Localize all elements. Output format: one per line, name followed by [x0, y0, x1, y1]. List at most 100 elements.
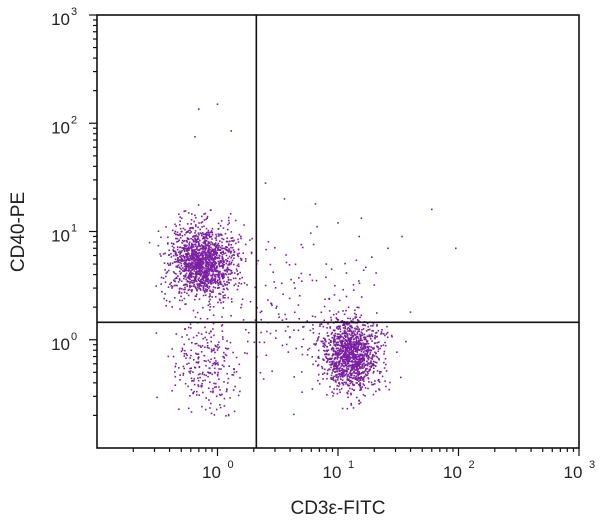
data-point-2787	[312, 327, 314, 330]
data-point-1370	[222, 276, 225, 279]
data-point-1574	[366, 367, 368, 370]
data-point-1870	[372, 364, 374, 367]
data-point-2292	[336, 333, 339, 335]
data-point-1482	[207, 268, 210, 270]
data-point-2666	[378, 358, 380, 361]
data-point-2194	[363, 336, 365, 339]
data-point-1556	[359, 386, 362, 389]
data-point-1327	[160, 255, 162, 257]
data-point-2215	[357, 343, 360, 345]
data-point-1350	[178, 251, 180, 254]
data-point-141	[203, 285, 205, 287]
data-point-326	[196, 240, 198, 243]
data-point-957	[204, 242, 206, 244]
data-point-1399	[185, 253, 188, 255]
data-point-628	[224, 284, 227, 286]
data-point-3005	[186, 334, 188, 336]
data-point-3220	[216, 103, 219, 105]
data-point-1995	[350, 392, 352, 395]
data-point-1030	[182, 275, 185, 277]
data-point-1617	[370, 346, 372, 348]
data-point-661	[222, 307, 225, 309]
data-point-3083	[345, 272, 348, 274]
data-point-2999	[207, 387, 210, 389]
data-point-1273	[184, 245, 187, 248]
data-point-1757	[360, 331, 363, 333]
data-point-2538	[358, 377, 361, 379]
data-point-1173	[222, 288, 225, 290]
data-point-2991	[196, 311, 199, 314]
data-point-2958	[215, 345, 217, 348]
data-point-3055	[197, 373, 200, 376]
data-point-1344	[206, 268, 209, 270]
data-point-2740	[317, 379, 319, 382]
data-point-937	[236, 273, 239, 276]
data-point-2418	[348, 337, 350, 340]
data-point-122	[201, 226, 203, 228]
data-point-977	[254, 286, 256, 289]
data-point-2502	[340, 373, 342, 376]
data-point-1125	[229, 213, 232, 215]
data-point-2328	[362, 394, 365, 396]
data-point-1483	[191, 251, 193, 254]
data-point-1485	[177, 234, 180, 236]
data-point-3044	[174, 365, 177, 368]
data-point-2241	[341, 379, 344, 381]
data-point-1921	[364, 368, 367, 370]
data-point-1373	[193, 249, 196, 252]
data-point-1713	[358, 380, 360, 382]
data-point-927	[208, 285, 211, 288]
data-point-2547	[332, 347, 334, 350]
data-point-2053	[337, 356, 339, 359]
data-point-2138	[355, 338, 358, 340]
data-point-2656	[343, 359, 346, 361]
data-point-2310	[342, 364, 344, 367]
data-point-1063	[199, 253, 202, 255]
data-point-2915	[180, 350, 183, 353]
data-point-2996	[229, 341, 232, 344]
data-point-2971	[206, 318, 209, 320]
data-point-917	[200, 266, 203, 268]
data-point-3226	[314, 203, 317, 205]
data-point-2567	[341, 320, 344, 322]
data-point-3062	[301, 391, 303, 393]
data-point-2884	[199, 376, 201, 379]
data-point-1798	[327, 358, 329, 360]
data-point-2566	[346, 359, 348, 362]
data-point-2450	[366, 355, 368, 357]
data-point-3112	[341, 372, 344, 375]
data-point-1542	[357, 372, 360, 375]
data-point-1540	[340, 374, 343, 377]
data-point-356	[214, 258, 217, 260]
data-point-2059	[352, 364, 355, 366]
data-point-2091	[364, 363, 367, 366]
data-point-3129	[294, 311, 296, 314]
data-point-44	[207, 245, 209, 247]
data-point-3039	[221, 330, 224, 332]
data-point-1750	[354, 330, 356, 332]
data-point-793	[205, 267, 207, 270]
data-point-1352	[214, 276, 217, 278]
data-point-3097	[325, 357, 328, 359]
data-point-2580	[351, 357, 353, 359]
data-point-1109	[218, 276, 221, 279]
data-point-3114	[264, 284, 267, 287]
data-point-860	[199, 228, 201, 231]
data-point-2057	[364, 345, 366, 348]
data-point-2066	[343, 354, 345, 357]
data-point-663	[214, 248, 216, 251]
data-point-883	[200, 258, 202, 261]
data-point-372	[230, 231, 233, 233]
data-point-1738	[346, 355, 348, 358]
data-point-1112	[195, 241, 198, 244]
data-point-2155	[322, 345, 324, 347]
data-point-2936	[212, 390, 214, 392]
data-point-1059	[214, 273, 217, 276]
data-point-2918	[218, 393, 221, 396]
data-point-2893	[237, 394, 240, 397]
data-point-2158	[382, 344, 385, 346]
data-point-3159	[220, 325, 223, 327]
data-point-1265	[212, 258, 214, 261]
data-point-2309	[327, 354, 330, 356]
